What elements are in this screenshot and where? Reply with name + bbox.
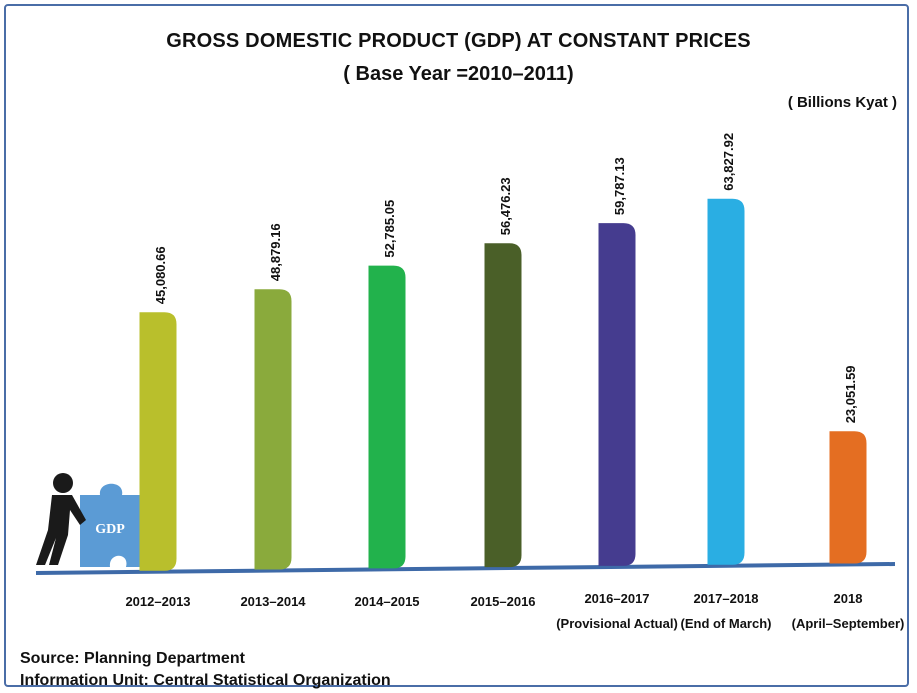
bar-2014–2015 [368, 265, 406, 569]
chart-subtitle: ( Base Year =2010–2011) [343, 63, 574, 85]
value-label: 23,051.59 [843, 365, 858, 423]
information-unit-line: Information Unit: Central Statistical Or… [20, 672, 391, 689]
bar-2012–2013 [139, 312, 177, 571]
bar-2018 [829, 431, 867, 564]
value-label: 52,785.05 [382, 200, 397, 258]
value-label: 59,787.13 [612, 157, 627, 215]
bar-2015–2016 [484, 243, 522, 568]
gdp-icon-text: GDP [95, 522, 125, 537]
bar-2016–2017 [598, 223, 636, 566]
value-label: 45,080.66 [153, 246, 168, 304]
bar-2013–2014 [254, 289, 292, 570]
category-sublabel: (End of March) [681, 616, 772, 631]
chart-frame [4, 4, 909, 687]
category-label: 2015–2016 [470, 594, 535, 609]
value-label: 63,827.92 [721, 133, 736, 191]
source-note: Source: Planning Department Information … [20, 648, 391, 692]
source-line: Source: Planning Department [20, 650, 245, 667]
unit-label: ( Billions Kyat ) [787, 94, 897, 111]
category-label: 2013–2014 [240, 594, 306, 609]
gdp-puzzle-person-icon: GDP [36, 473, 140, 567]
category-label: 2018 [834, 591, 863, 606]
category-sublabel: (April–September) [792, 616, 905, 631]
chart-title: GROSS DOMESTIC PRODUCT (GDP) AT CONSTANT… [166, 30, 751, 52]
bar-2017–2018 [707, 198, 745, 565]
baseline-axis [35, 562, 896, 575]
category-label: 2016–2017 [584, 591, 649, 606]
category-label: 2017–2018 [693, 591, 758, 606]
value-label: 48,879.16 [268, 223, 283, 281]
category-label: 2012–2013 [125, 594, 190, 609]
category-label: 2014–2015 [354, 594, 419, 609]
category-sublabel: (Provisional Actual) [556, 616, 678, 631]
value-label: 56,476.23 [498, 177, 513, 235]
